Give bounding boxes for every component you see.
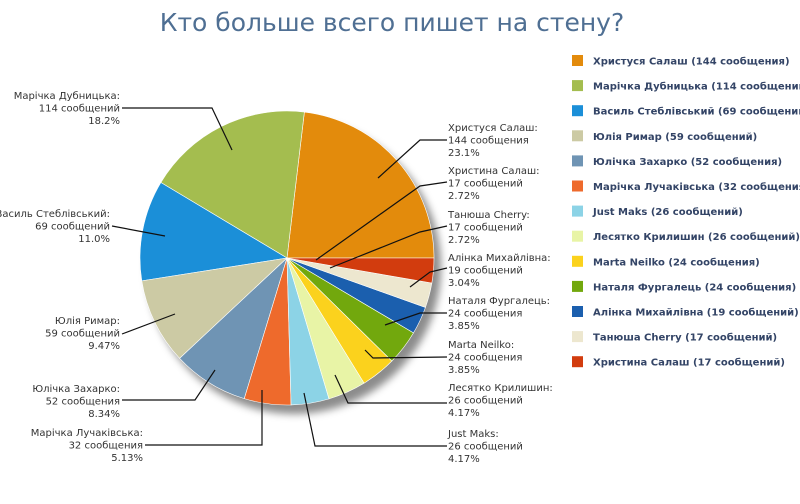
slice-label: Юлія Римар: 59 сообщений 9.47%: [45, 315, 120, 352]
legend-label: Наталя Фургалець (24 сообщения): [593, 281, 796, 293]
legend-label: Just Maks (26 сообщений): [592, 206, 743, 218]
pie-slice[interactable]: [160, 110, 305, 259]
legend-item: Танюша Cherry (17 сообщений): [572, 331, 777, 344]
leader-line: [303, 392, 447, 447]
leader-line: [409, 267, 448, 288]
legend-label: Марічка Лучаківська (32 сообщения): [593, 181, 800, 193]
leader-line: [145, 390, 263, 446]
legend-label: Юлія Римар (59 сообщений): [593, 131, 757, 143]
legend-item: Василь Стеблівський (69 сообщений): [572, 105, 800, 118]
legend-swatch: [572, 255, 583, 267]
legend-swatch: [572, 280, 583, 292]
slice-label: Лесятко Крилишин: 26 сообщений 4.17%: [448, 383, 553, 419]
legend-item: Марічка Лучаківська (32 сообщения): [572, 180, 800, 193]
legend-item: Алінка Михайлівна (19 сообщений): [572, 306, 799, 319]
legend: Христуся Салаш (144 сообщения) Марічка Ду…: [572, 55, 800, 369]
slice-label: Just Maks: 26 сообщений 4.17%: [447, 429, 523, 465]
slice-label: Наталя Фургалець: 24 сообщения 3.85%: [448, 296, 550, 332]
leader-line: [122, 369, 216, 401]
legend-swatch: [572, 130, 583, 142]
legend-item: Христина Салаш (17 сообщений): [572, 356, 785, 369]
legend-item: Христуся Салаш (144 сообщения): [572, 55, 790, 68]
slice-label: Marta Neilko: 24 сообщения 3.85%: [448, 340, 522, 376]
legend-item: Лесятко Крилишин (26 сообщений): [572, 230, 800, 243]
pie-slices: [139, 110, 435, 406]
leader-line: [111, 225, 166, 237]
leader-line: [364, 349, 448, 359]
leader-line: [315, 181, 448, 261]
slice-label: Юлічка Захарко: 52 сообщения 8.34%: [32, 383, 120, 420]
legend-label: Марічка Дубницька (114 сообщений): [593, 81, 800, 93]
legend-swatch: [572, 331, 583, 343]
legend-swatch: [572, 230, 583, 242]
pie-slice[interactable]: [139, 182, 288, 282]
legend-swatch: [572, 356, 583, 368]
legend-label: Юлічка Захарко (52 сообщения): [593, 156, 782, 168]
legend-swatch: [572, 306, 583, 317]
leader-line: [329, 225, 448, 269]
legend-label: Алінка Михайлівна (19 сообщений): [593, 307, 799, 319]
legend-swatch: [572, 205, 583, 217]
legend-swatch: [572, 105, 583, 117]
slice-labels: Христуся Салаш: 144 сообщения 23.1% Марічка…: [0, 90, 553, 465]
legend-label: Христина Салаш (17 сообщений): [593, 357, 785, 369]
leader-line: [384, 312, 447, 326]
legend-swatch: [572, 80, 583, 92]
legend-label: Marta Neilko (24 сообщения): [593, 256, 760, 268]
pie-slice[interactable]: [141, 257, 288, 359]
legend-item: Marta Neilko (24 сообщения): [572, 255, 760, 268]
legend-label: Христуся Салаш (144 сообщения): [593, 56, 790, 68]
slice-label: Алінка Михайлівна: 19 сообщений 3.04%: [448, 252, 551, 289]
legend-label: Лесятко Крилишин (26 сообщений): [593, 231, 800, 243]
chart-title: Кто больше всего пишет на стену?: [160, 8, 625, 37]
pie-slice[interactable]: [286, 111, 435, 259]
leader-line: [122, 107, 233, 151]
legend-label: Танюша Cherry (17 сообщений): [593, 332, 777, 344]
legend-swatch: [572, 55, 583, 66]
slice-label: Христуся Салаш: 144 сообщения 23.1%: [448, 123, 538, 159]
slice-label: Танюша Cherry: 17 сообщений 2.72%: [447, 210, 530, 246]
slice-label: Василь Стеблівський: 69 сообщений 11.0%: [0, 208, 110, 245]
legend-swatch: [572, 180, 583, 192]
leader-line: [334, 374, 447, 404]
legend-label: Василь Стеблівський (69 сообщений): [593, 106, 800, 118]
leader-line: [377, 139, 447, 179]
legend-swatch: [572, 155, 583, 167]
legend-item: Just Maks (26 сообщений): [572, 205, 743, 218]
leader-lines: [111, 107, 448, 447]
leader-line: [121, 313, 176, 335]
legend-item: Марічка Дубницька (114 сообщений): [572, 80, 800, 93]
legend-item: Наталя Фургалець (24 сообщения): [572, 280, 796, 293]
legend-item: Юлічка Захарко (52 сообщения): [572, 155, 782, 168]
legend-item: Юлія Римар (59 сообщений): [572, 130, 757, 143]
slice-label: Марічка Дубницька: 114 сообщений 18.2%: [14, 90, 120, 127]
slice-label: Христина Салаш: 17 сообщений 2.72%: [448, 166, 540, 202]
slice-label: Марічка Лучаківська: 32 сообщения 5.13%: [31, 427, 143, 464]
